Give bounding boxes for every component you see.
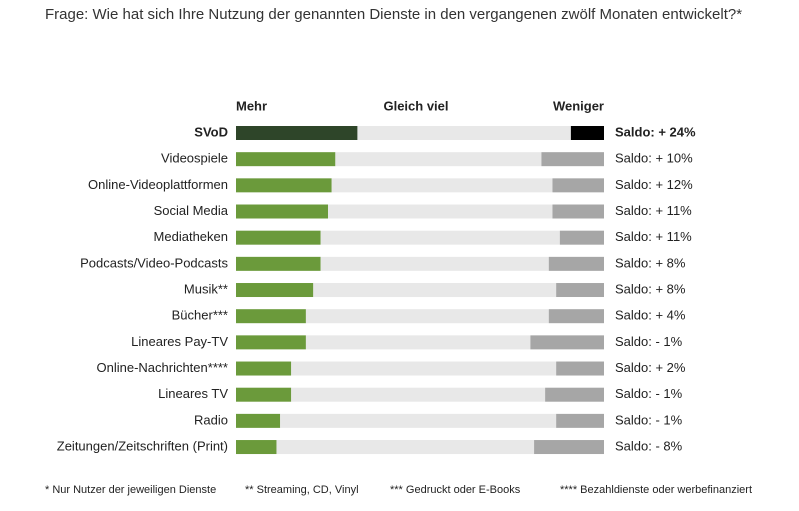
- bar-segment: [291, 387, 546, 402]
- saldo-label: Saldo: - 1%: [615, 334, 683, 349]
- bar-segment: [328, 204, 553, 219]
- footnote: **** Bezahldienste oder werbefinanziert: [560, 484, 752, 496]
- bar-segment: [236, 413, 281, 428]
- category-label: Zeitungen/Zeitschriften (Print): [57, 438, 228, 453]
- bar-segment: [556, 361, 604, 376]
- category-label: Radio: [194, 412, 228, 427]
- bar-segment: [236, 256, 321, 271]
- category-label: Musik**: [184, 281, 228, 296]
- saldo-label: Saldo: + 11%: [615, 203, 692, 218]
- saldo-label: Saldo: + 4%: [615, 308, 686, 323]
- category-label: Videospiele: [161, 151, 228, 166]
- bar-segment: [357, 126, 571, 140]
- bar-segment: [320, 230, 560, 245]
- bar-segment: [559, 230, 604, 245]
- footnote: ** Streaming, CD, Vinyl: [245, 484, 359, 496]
- bar-segment: [548, 309, 604, 324]
- bar-segment: [335, 152, 542, 167]
- category-label: Lineares Pay-TV: [131, 334, 228, 349]
- bar-segment: [530, 335, 604, 350]
- bar-segment: [276, 440, 535, 455]
- bar-segment: [236, 387, 292, 402]
- saldo-label: Saldo: + 10%: [615, 151, 693, 166]
- category-label: Social Media: [154, 203, 229, 218]
- bar-segment: [305, 309, 549, 324]
- legend-label: Weniger: [553, 98, 604, 113]
- bar-segment: [236, 152, 336, 167]
- bar-segment: [320, 256, 549, 271]
- bar-segment: [305, 335, 531, 350]
- saldo-label: Saldo: + 2%: [615, 360, 686, 375]
- saldo-label: Saldo: + 11%: [615, 229, 692, 244]
- bar-segment: [236, 283, 314, 298]
- bar-segment: [280, 413, 557, 428]
- footnote: * Nur Nutzer der jeweiligen Dienste: [45, 484, 216, 496]
- bar-segment: [236, 230, 321, 245]
- category-label: Mediatheken: [154, 229, 228, 244]
- bar-segment: [236, 335, 306, 350]
- category-label: Lineares TV: [158, 386, 228, 401]
- bar-segment: [291, 361, 557, 376]
- bar-segment: [331, 178, 553, 193]
- saldo-label: Saldo: - 8%: [615, 438, 683, 453]
- bar-segment: [236, 361, 292, 376]
- bar-segment: [236, 309, 306, 324]
- bar-segment: [236, 440, 277, 455]
- category-label: Online-Videoplattformen: [88, 177, 228, 192]
- legend-label: Gleich viel: [383, 98, 448, 113]
- bar-segment: [556, 283, 604, 298]
- bar-segment: [236, 178, 332, 193]
- bar-segment: [541, 152, 604, 167]
- category-label: SVoD: [194, 124, 228, 139]
- bar-segment: [548, 256, 604, 271]
- chart-title: Frage: Wie hat sich Ihre Nutzung der gen…: [45, 6, 743, 23]
- bar-segment: [236, 204, 328, 219]
- footnote: *** Gedruckt oder E-Books: [390, 484, 521, 496]
- saldo-label: Saldo: + 8%: [615, 255, 686, 270]
- category-label: Online-Nachrichten****: [96, 360, 228, 375]
- bar-segment: [552, 204, 604, 219]
- bar-segment: [570, 126, 604, 140]
- saldo-label: Saldo: - 1%: [615, 386, 683, 401]
- bar-segment: [534, 440, 604, 455]
- saldo-label: Saldo: + 24%: [615, 124, 696, 139]
- saldo-label: Saldo: + 12%: [615, 177, 693, 192]
- bar-segment: [556, 413, 604, 428]
- bar-segment: [552, 178, 604, 193]
- bar-segment: [545, 387, 604, 402]
- category-label: Bücher***: [172, 308, 228, 323]
- bar-segment: [236, 126, 358, 140]
- category-label: Podcasts/Video-Podcasts: [80, 255, 228, 270]
- legend-label: Mehr: [236, 98, 267, 113]
- bar-segment: [313, 283, 557, 298]
- saldo-label: Saldo: - 1%: [615, 412, 683, 427]
- saldo-label: Saldo: + 8%: [615, 281, 686, 296]
